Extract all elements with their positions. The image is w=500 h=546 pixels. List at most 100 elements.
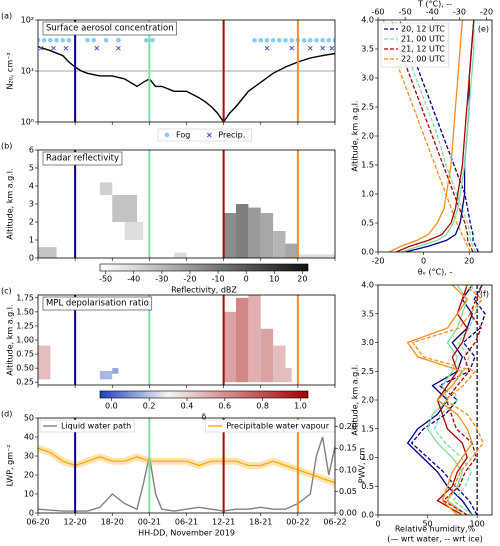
fog-marker	[332, 37, 335, 43]
heat-cell	[260, 328, 274, 383]
colorbar-tick-label: 0.6	[218, 402, 231, 411]
colorbar-tick-label: -10	[212, 275, 225, 284]
y-axis-label: N₂₀, cm⁻³	[6, 52, 15, 89]
panel-label: (e)	[478, 25, 489, 34]
y-tick-label: 3.5	[361, 45, 374, 54]
heat-cell	[285, 368, 292, 383]
profile-line	[442, 285, 483, 515]
y-tick-label: 4	[29, 182, 34, 191]
y-axis-label: Altitude, km a.g.l.	[6, 304, 15, 375]
fog-marker	[41, 37, 47, 43]
precip-marker	[63, 45, 69, 51]
colorbar	[99, 263, 309, 272]
precip-marker	[116, 45, 121, 51]
colorbar-tick-label: -50	[99, 275, 112, 284]
y-tick-label: 0.25	[16, 378, 34, 387]
fog-marker	[301, 37, 307, 43]
x2-tick-label: -30	[453, 8, 466, 17]
fog-marker	[264, 37, 270, 43]
series-line	[38, 46, 335, 122]
legend-box	[39, 419, 135, 433]
panel-label: (f)	[480, 290, 489, 299]
panel-label: (b)	[1, 142, 12, 151]
heat-cell	[112, 195, 137, 222]
colorbar-tick-label: 0.8	[256, 402, 269, 411]
precip-marker	[329, 45, 335, 51]
y-tick-label: 30	[24, 452, 34, 461]
x-tick-label: 00-22	[286, 518, 309, 527]
y-tick-label: 2.0	[361, 132, 374, 141]
panel-label: (a)	[1, 12, 12, 21]
y-tick-label: 0.50	[16, 364, 34, 373]
legend-label: Fog	[176, 131, 190, 140]
y-axis-label: Altitude, km a.g.l.	[351, 100, 360, 171]
y-tick-label: 1.25	[16, 321, 34, 330]
fog-marker	[258, 37, 264, 43]
profile-line	[400, 20, 475, 252]
y2-tick-label: 0.20	[339, 422, 357, 431]
legend-box	[157, 128, 252, 142]
fog-marker	[289, 37, 294, 43]
colorbar-tick-label: 0.0	[105, 402, 118, 411]
profile-line	[436, 285, 468, 515]
y-tick-label: 1.00	[16, 336, 34, 345]
plot-area	[406, 285, 486, 515]
profile-line	[411, 285, 484, 515]
profile-line	[426, 285, 468, 515]
y-tick-label: 3.0	[361, 74, 374, 83]
colorbar-tick-label: -30	[155, 275, 168, 284]
heat-cell	[273, 231, 286, 258]
heat-cell	[112, 368, 119, 374]
x2-axis-label: T (°C), --	[417, 0, 452, 9]
fog-marker	[252, 37, 257, 43]
x-tick-label: 18-20	[101, 518, 124, 527]
legend-label: Precip.	[218, 131, 245, 140]
precip-marker	[264, 45, 270, 51]
heat-cell	[297, 254, 335, 258]
y-tick-label: 4.0	[361, 281, 374, 290]
y-tick-label: 2.5	[361, 103, 374, 112]
x-tick-label: 50	[422, 520, 432, 529]
y-tick-label: 6	[29, 146, 34, 155]
x-tick-label: -20	[371, 257, 384, 266]
profile-line	[382, 20, 471, 252]
profile-line	[406, 285, 473, 515]
fog-marker	[66, 37, 72, 43]
heat-cell	[174, 252, 187, 258]
precip-marker	[51, 45, 56, 51]
y-tick-label: 50	[24, 414, 34, 423]
x2-tick-label: -60	[371, 8, 384, 17]
colorbar-tick-label: 0.4	[181, 402, 194, 411]
y-tick-label: 20	[24, 471, 34, 480]
y2-tick-label: 0.10	[339, 465, 357, 474]
fog-marker	[48, 37, 53, 43]
fog-marker	[143, 37, 149, 43]
x2-tick-label: -20	[480, 8, 493, 17]
y-tick-label: 0.75	[16, 350, 34, 359]
fog-marker	[38, 37, 41, 43]
y2-tick-label: 0.15	[339, 444, 357, 453]
panel-title: Surface aerosol concentration	[46, 24, 174, 34]
y-tick-label: 10	[24, 490, 34, 499]
colorbar-tick-label: -40	[127, 275, 140, 284]
fog-marker	[103, 37, 109, 43]
colorbar-tick-label: 1.0	[294, 402, 307, 411]
plot-area	[38, 418, 335, 513]
plot-area	[382, 20, 479, 252]
series-band	[38, 444, 335, 487]
y-tick-label: 0	[29, 254, 34, 263]
heat-cell	[260, 213, 274, 258]
title-box	[42, 151, 123, 166]
y-tick-label: 10⁰	[21, 118, 34, 127]
y-tick-label: 10¹	[21, 67, 34, 76]
profile-line	[395, 20, 475, 252]
plot-area	[38, 150, 335, 258]
axes-frame	[37, 149, 336, 259]
y-tick-label: 0.5	[361, 482, 374, 491]
fog-marker	[85, 37, 90, 43]
y-tick-label: 4.0	[361, 16, 374, 25]
fog-marker	[116, 37, 121, 43]
legend-label: 22, 00 UTC	[401, 55, 445, 64]
colorbar-tick-label: 10	[269, 275, 279, 284]
colorbar-tick-label: 20	[297, 275, 307, 284]
